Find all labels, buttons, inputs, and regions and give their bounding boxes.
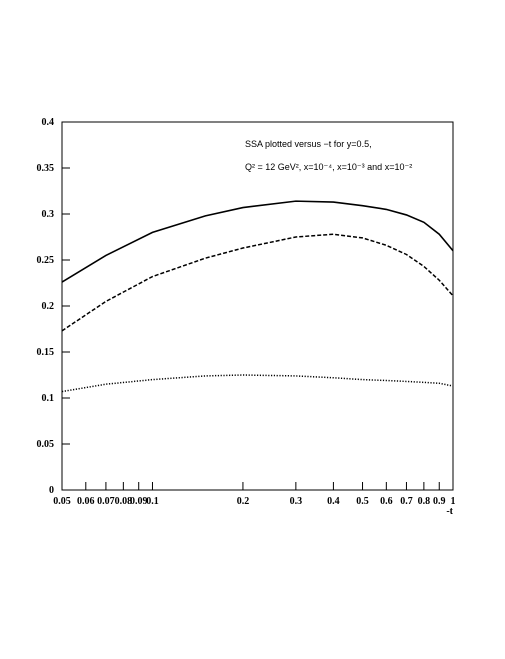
y-tick-label: 0.05 <box>37 439 55 450</box>
line-series <box>61 233 454 332</box>
annotation: Q² = 12 GeV², x=10⁻⁴, x=10⁻³ and x=10⁻² <box>245 162 412 172</box>
x-tick-label: 0.7 <box>400 496 413 507</box>
x-tick-label: 0.8 <box>418 496 431 507</box>
x-tick-label: 0.4 <box>327 496 340 507</box>
x-tick-label: 0.3 <box>290 496 303 507</box>
x-tick-label: 0.07 <box>97 496 115 507</box>
annotation: SSA plotted versus −t for y=0.5, <box>245 139 372 149</box>
y-tick-label: 0.3 <box>42 209 55 220</box>
x-tick-label: 0.06 <box>77 496 95 507</box>
x-tick-label: 0.9 <box>433 496 446 507</box>
y-tick-label: 0.4 <box>42 117 55 128</box>
y-tick-label: 0.2 <box>42 301 55 312</box>
plot-frame <box>61 121 454 491</box>
x-tick-label: 0.1 <box>146 496 159 507</box>
x-tick-label: 0.05 <box>53 496 71 507</box>
x-tick-label: 0.09 <box>130 496 148 507</box>
x-tick-label: 0.08 <box>115 496 133 507</box>
y-tick-label: 0.25 <box>37 255 55 266</box>
y-tick-label: 0.1 <box>42 393 55 404</box>
x-tick-label: 0.5 <box>356 496 369 507</box>
y-tick-label: 0.15 <box>37 347 55 358</box>
line-series <box>61 200 454 283</box>
x-axis-label: -t <box>446 506 453 517</box>
line-series <box>61 374 454 393</box>
x-tick-label: 0.6 <box>380 496 393 507</box>
x-tick-label: 0.2 <box>237 496 250 507</box>
x-tick-label: 1 <box>451 496 456 507</box>
y-tick-label: 0 <box>49 485 54 496</box>
y-tick-label: 0.35 <box>37 163 55 174</box>
